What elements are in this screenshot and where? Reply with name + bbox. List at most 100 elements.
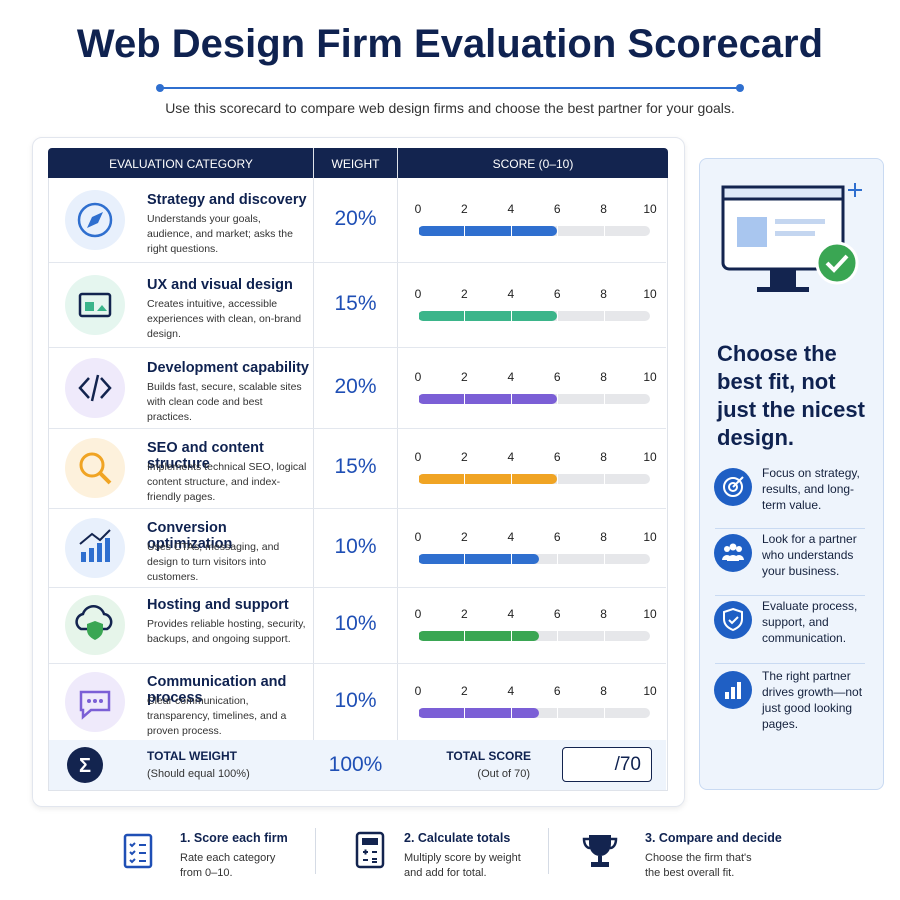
score-tick-label: 2 (461, 369, 468, 384)
weight: 20% (334, 374, 377, 398)
step-icon (346, 826, 394, 874)
step-text: Rate each category from 0–10. (180, 852, 276, 879)
score-tick-label: 8 (600, 450, 607, 464)
score-tick (418, 553, 419, 564)
score-tick (510, 553, 512, 564)
score-tick (603, 474, 605, 484)
score-tick (464, 310, 466, 321)
category-title: Development capability (147, 359, 309, 376)
score-tick (464, 226, 466, 236)
score-tick-label: 0 (414, 202, 422, 216)
score-tick-label: 0 (414, 286, 422, 301)
category-title: Strategy and discovery (147, 192, 307, 208)
score-tick (464, 631, 466, 641)
step-divider (548, 828, 549, 874)
score-tick (418, 393, 419, 404)
score-tick-label: 8 (600, 683, 607, 698)
category-icon (65, 517, 125, 578)
category-icon (65, 357, 125, 418)
weight: 10% (334, 612, 377, 635)
category-description: Implements technical SEO, logical conten… (147, 461, 307, 503)
score-tick-label: 6 (553, 529, 561, 544)
subtitle: Use this scorecard to compare web design… (165, 100, 735, 116)
column-header: SCORE (0–10) (492, 157, 574, 171)
row-divider (49, 587, 666, 588)
score-tick (650, 631, 651, 641)
category-description: Provides reliable hosting, security, bac… (147, 618, 306, 645)
score-tick-label: 8 (600, 202, 607, 216)
score-tick (603, 631, 605, 641)
category-description: Uses CTAs, messaging, and design to turn… (147, 540, 280, 583)
table-header (48, 148, 668, 178)
total-note: (Should equal 100%) (147, 768, 250, 780)
row-divider (49, 262, 666, 263)
category-title: Conversion optimization (147, 519, 233, 552)
score-bar (418, 707, 539, 718)
score-tick-label: 8 (600, 369, 607, 384)
category-title: UX and visual design (147, 276, 293, 293)
score-tick-label: 2 (461, 286, 468, 301)
category-description: Clear communication, transparency, timel… (147, 694, 287, 737)
score-tick-label: 10 (643, 369, 657, 384)
score-tick-label: 10 (643, 202, 657, 216)
score-tick-label: 6 (553, 369, 561, 384)
score-tick (603, 310, 605, 321)
score-tick-label: 8 (600, 607, 607, 621)
step-text: Choose the firm that's the best overall … (645, 852, 752, 879)
bullet-text: Look for a partner who understands your … (762, 532, 857, 578)
row-divider (49, 508, 666, 509)
score-tick (510, 631, 512, 641)
score-tick (603, 707, 605, 718)
bullet-icon (714, 468, 752, 506)
category-title: Communication and process (147, 673, 287, 706)
score-tick (510, 474, 512, 484)
score-tick (557, 474, 559, 484)
total-score-note: (Out of 70) (477, 768, 530, 780)
category-description: Builds fast, secure, scalable sites with… (147, 380, 302, 423)
title: Web Design Firm Evaluation Scorecard (76, 22, 824, 66)
score-tick (557, 707, 559, 718)
score-tick-label: 4 (507, 607, 515, 621)
bullet-divider (715, 663, 865, 664)
step-title: 1. Score each firm (180, 831, 288, 845)
sum-icon: Σ (67, 747, 103, 783)
score-tick (464, 707, 466, 718)
score-tick (418, 226, 419, 236)
score-tick-label: 2 (461, 529, 468, 544)
step-icon (576, 826, 624, 874)
col-divider (397, 148, 398, 790)
score-tick-label: 2 (461, 450, 468, 464)
step-text: Multiply score by weight and add for tot… (404, 852, 521, 879)
score-tick (650, 310, 651, 321)
score-bar (418, 474, 558, 484)
score-tick-label: 4 (507, 683, 515, 698)
score-tick-label: 4 (507, 202, 515, 216)
bullet-text: The right partner drives growth—not just… (762, 669, 863, 731)
monitor-illustration (721, 183, 862, 292)
score-tick (464, 553, 466, 564)
score-tick (418, 474, 419, 484)
step-title: 3. Compare and decide (645, 831, 782, 845)
score-tick-label: 10 (643, 607, 657, 621)
score-tick (650, 474, 651, 484)
bullet-text: Evaluate process, support, and communica… (762, 599, 858, 645)
category-icon (65, 671, 125, 732)
col-divider (313, 148, 314, 790)
weight: 20% (334, 207, 377, 230)
score-tick (557, 226, 559, 236)
score-tick (510, 226, 512, 236)
total-weight: 100% (328, 753, 383, 776)
weight: 10% (334, 534, 377, 558)
category-icon (65, 595, 125, 655)
score-tick-label: 6 (553, 450, 561, 464)
bullet-divider (715, 528, 865, 529)
score-tick (557, 553, 559, 564)
score-tick-label: 8 (600, 286, 607, 301)
score-tick-label: 0 (414, 683, 422, 698)
bullet-divider (715, 594, 865, 596)
weight: 10% (334, 688, 377, 712)
score-tick (510, 310, 512, 321)
category-title: Hosting and support (147, 597, 289, 613)
column-header: EVALUATION CATEGORY (109, 157, 253, 171)
